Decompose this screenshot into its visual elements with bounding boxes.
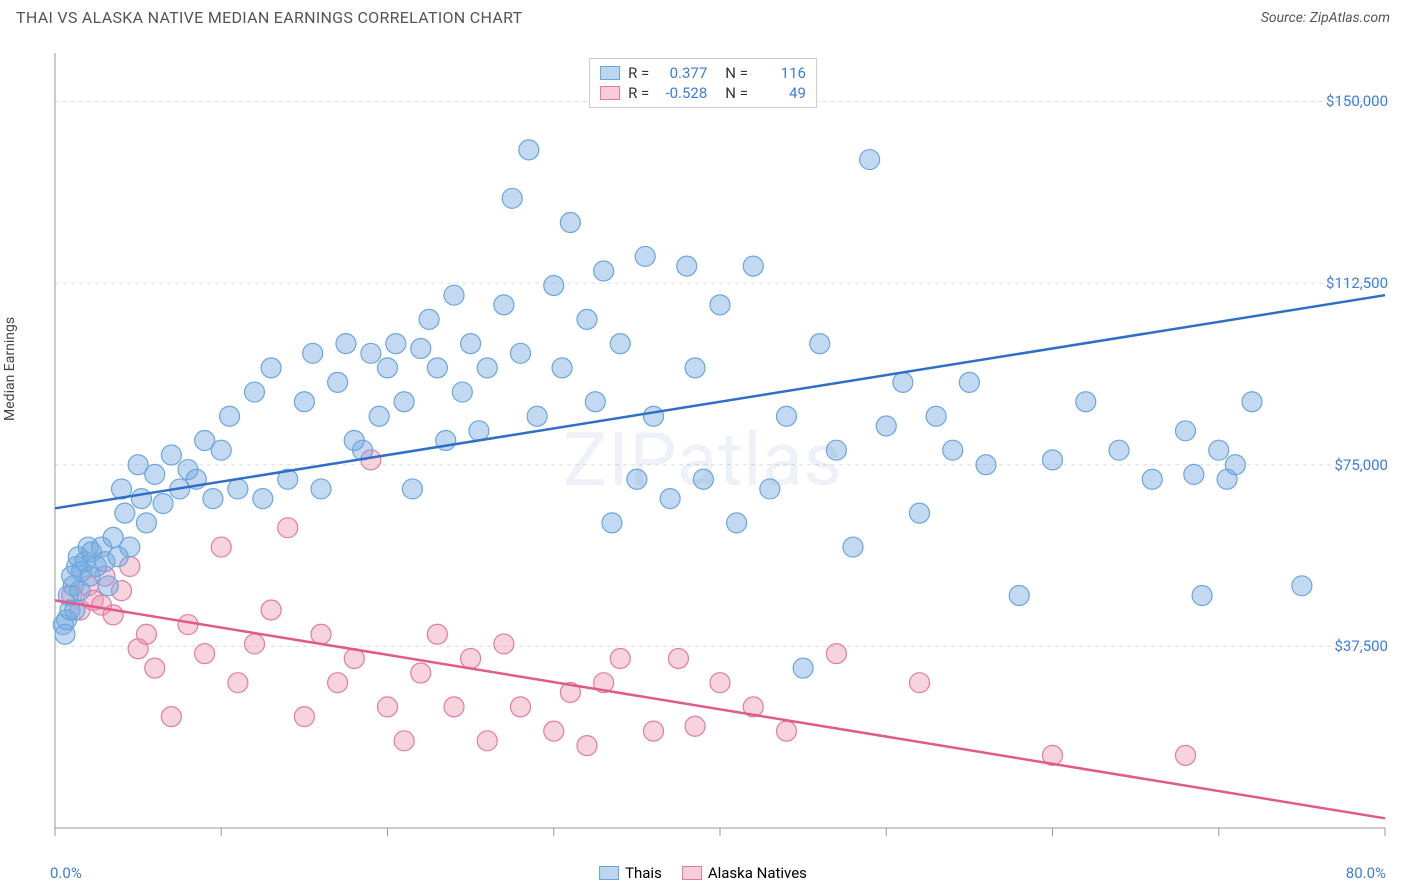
- legend-swatch: [599, 866, 619, 880]
- y-tick-label: $150,000: [1326, 92, 1388, 110]
- legend-series-item: Alaska Natives: [682, 864, 807, 882]
- x-axis-min-label: 0.0%: [50, 864, 82, 882]
- x-axis-max-label: 80.0%: [1346, 864, 1386, 882]
- legend-r-value: 0.377: [657, 64, 707, 82]
- chart-title: THAI VS ALASKA NATIVE MEDIAN EARNINGS CO…: [16, 8, 522, 27]
- source-prefix: Source:: [1261, 10, 1310, 26]
- scatter-plot: [45, 38, 1395, 858]
- legend-r-value: -0.528: [657, 84, 707, 102]
- source-name: ZipAtlas.com: [1310, 10, 1390, 26]
- source-credit: Source: ZipAtlas.com: [1261, 10, 1390, 26]
- legend-series-label: Alaska Natives: [708, 864, 807, 882]
- legend-r-label: R =: [628, 84, 649, 102]
- legend-swatch: [600, 86, 620, 100]
- y-tick-label: $37,500: [1334, 637, 1388, 655]
- legend-n-value: 116: [756, 64, 806, 82]
- y-tick-label: $75,000: [1334, 456, 1388, 474]
- chart-container: Median Earnings ZIPatlas R =0.377N =116R…: [0, 38, 1406, 892]
- legend-n-label: N =: [725, 84, 748, 102]
- legend-swatch: [600, 66, 620, 80]
- legend-swatch: [682, 866, 702, 880]
- legend-r-label: R =: [628, 64, 649, 82]
- legend-series: Thais Alaska Natives: [599, 864, 807, 882]
- y-axis-label: Median Earnings: [2, 317, 18, 421]
- legend-correlation-row: R = -0.528 N = 49: [600, 83, 806, 103]
- legend-n-label: N =: [725, 64, 748, 82]
- legend-series-item: Thais: [599, 864, 662, 882]
- legend-correlation: R = 0.377 N = 116 R = -0.528 N = 49: [589, 58, 817, 108]
- y-tick-label: $112,500: [1326, 274, 1388, 292]
- legend-n-value: 49: [756, 84, 806, 102]
- legend-series-label: Thais: [625, 864, 662, 882]
- legend-correlation-row: R = 0.377 N = 116: [600, 63, 806, 83]
